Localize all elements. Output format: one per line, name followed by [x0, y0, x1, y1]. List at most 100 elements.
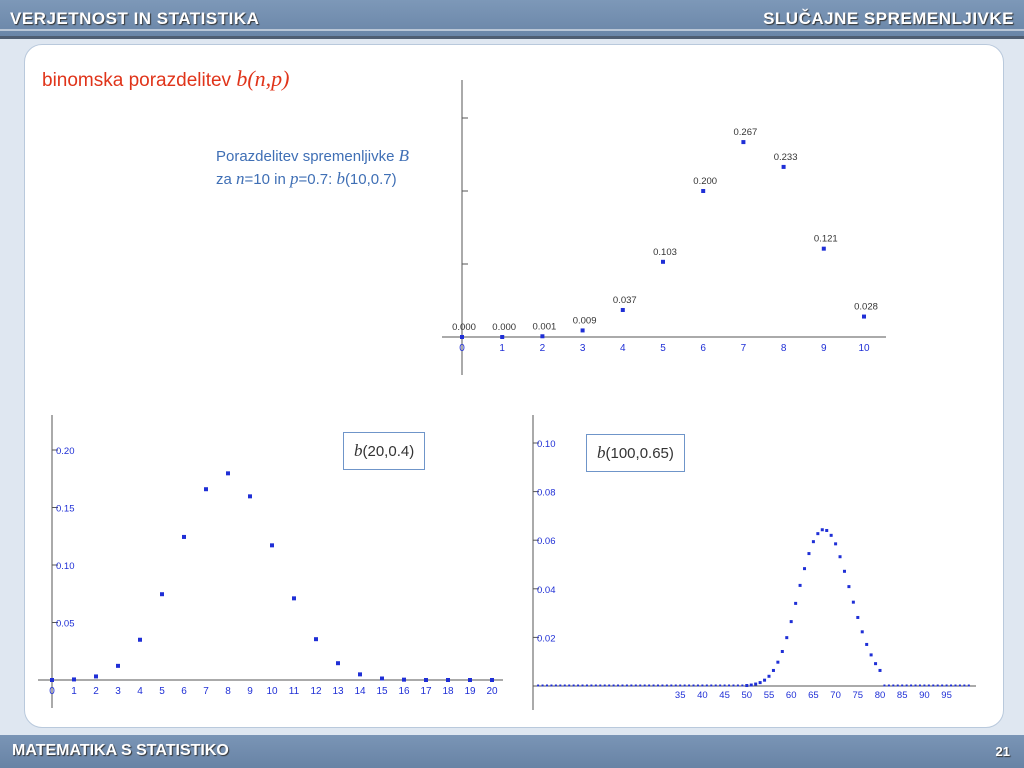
caption-n-value: =10 in [244, 171, 290, 188]
chart3-x-tick-label: 40 [697, 690, 708, 701]
slide-content-panel [24, 44, 1004, 728]
box1-params: (20,0.4) [362, 443, 415, 460]
chart2-point [314, 637, 318, 642]
chart2-x-tick-label: 14 [354, 686, 366, 697]
chart3-point [963, 684, 966, 687]
chart2-point [182, 534, 186, 539]
chart3-point [541, 684, 544, 687]
heading-text: binomska porazdelitev [42, 70, 237, 91]
chart3-point [688, 684, 691, 687]
chart3-x-tick-label: 85 [897, 690, 908, 701]
chart3-point [865, 642, 869, 646]
chart3-point [581, 684, 584, 687]
chart3-point [745, 684, 749, 688]
chart1-point [500, 335, 505, 339]
header-underline [0, 29, 1024, 31]
chart3-point [905, 684, 908, 687]
chart3-point [780, 649, 784, 653]
chart2-label-box: b(20,0.4) [343, 432, 426, 470]
chart2-x-tick-label: 10 [266, 686, 278, 697]
chart3-point [608, 684, 611, 687]
chart3-point [723, 684, 726, 687]
chart3-point [878, 668, 882, 672]
chart2-x-tick-label: 8 [225, 686, 231, 697]
chart3-point [603, 684, 606, 687]
chart3-point [679, 684, 682, 687]
chart1-x-tick-label: 10 [858, 343, 870, 354]
chart1-x-tick-label: 8 [781, 343, 787, 354]
chart3-point [612, 684, 615, 687]
chart3-y-tick-label: 0.06 [537, 536, 556, 547]
chart1-x-tick-label: 6 [700, 343, 706, 354]
chart3-point [847, 585, 851, 589]
chart1-point [821, 246, 826, 251]
chart3-y-tick-label: 0.08 [537, 488, 556, 499]
chart3-point [807, 552, 811, 556]
chart2-y-tick-label: 0.20 [56, 446, 75, 457]
caption-var-p: p [289, 169, 299, 188]
chart3-y-tick-label: 0.10 [537, 439, 556, 450]
chart2-x-tick-label: 2 [93, 686, 99, 697]
chart3-point [665, 684, 668, 687]
chart1-x-tick-label: 2 [540, 343, 546, 354]
chart3-point [537, 684, 540, 687]
chart3-x-tick-label: 50 [742, 690, 753, 701]
box1-b: b [354, 441, 363, 460]
chart3-point [967, 684, 970, 687]
chart3-point [950, 684, 953, 687]
chart3-point [758, 681, 762, 685]
chart3-point [825, 528, 829, 532]
chart3-point [643, 684, 646, 687]
header-bar: VERJETNOST IN STATISTIKA SLUČAJNE SPREME… [0, 0, 1024, 39]
chart3-point [829, 533, 833, 537]
chart1-data-label: 0.001 [533, 321, 557, 332]
chart3-x-tick-label: 65 [808, 690, 819, 701]
chart3-point [927, 684, 930, 687]
chart1-data-label: 0.267 [734, 127, 758, 138]
chart1-point [460, 335, 464, 339]
chart2-x-tick-label: 12 [310, 686, 322, 697]
chart3-point [546, 684, 548, 687]
chart1-caption: Porazdelitev spremenljivke B za n=10 in … [216, 145, 409, 191]
caption-var-b: b [336, 169, 345, 188]
chart2-x-tick-label: 17 [420, 686, 432, 697]
header-course-title: VERJETNOST IN STATISTIKA [10, 9, 260, 28]
chart3-point [816, 532, 820, 536]
chart3-point [874, 662, 878, 666]
caption-params: (10,0.7) [344, 171, 397, 188]
chart3-point [883, 684, 886, 687]
chart1-data-label: 0.000 [452, 322, 476, 333]
chart3-point [621, 684, 624, 687]
chart1-point [580, 328, 585, 333]
chart2-x-tick-label: 0 [49, 686, 55, 697]
chart3-point [767, 674, 771, 678]
chart3-point [945, 684, 948, 687]
slide-heading: binomska porazdelitev b(n,p) [42, 66, 289, 92]
chart3-point [728, 684, 731, 687]
box2-b: b [597, 443, 606, 462]
chart3-point [932, 684, 935, 687]
chart3-point [599, 684, 602, 687]
chart3-point [701, 684, 704, 687]
chart1-x-tick-label: 9 [821, 343, 827, 354]
chart3-point [568, 684, 571, 687]
chart1-point [781, 164, 786, 169]
chart3-point [771, 668, 775, 672]
chart1-data-label: 0.200 [693, 176, 717, 187]
chart3-x-tick-label: 35 [675, 690, 686, 701]
chart2-x-tick-label: 5 [159, 686, 165, 697]
chart3-point [696, 684, 699, 687]
chart2-point [292, 596, 296, 601]
chart2-point [446, 678, 450, 682]
caption-line-1: Porazdelitev spremenljivke B [216, 145, 409, 168]
chart1-x-tick-label: 7 [741, 343, 747, 354]
chart3-point [585, 684, 588, 687]
chart1-x-tick-label: 4 [620, 343, 626, 354]
caption-var-n: n [236, 169, 245, 188]
chart1-data-label: 0.233 [774, 152, 798, 163]
chart3-point [811, 540, 815, 544]
chart2-x-tick-label: 11 [289, 686, 300, 697]
chart1-data-label: 0.121 [814, 234, 838, 245]
chart3-x-tick-label: 80 [875, 690, 886, 701]
